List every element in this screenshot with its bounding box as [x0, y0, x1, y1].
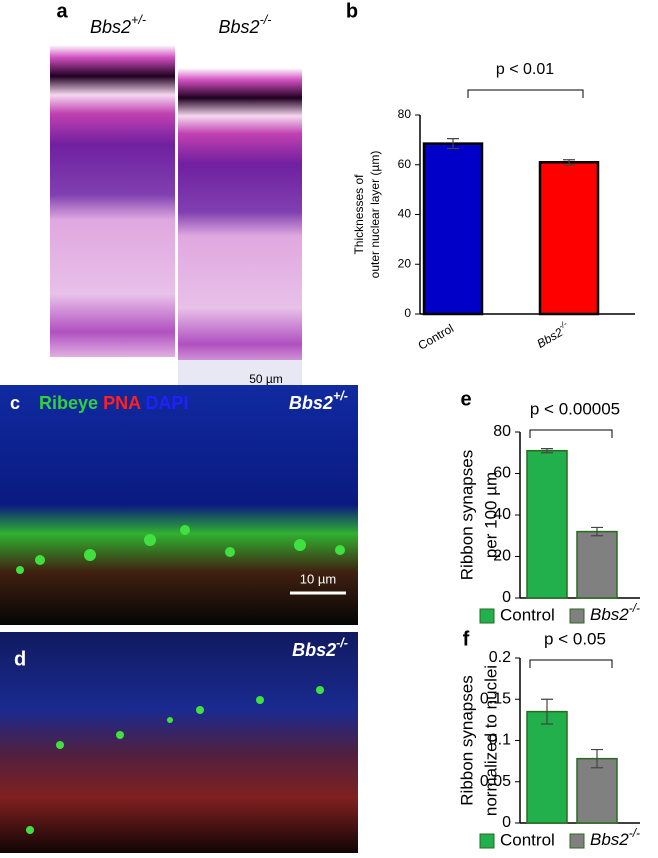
micrograph — [178, 68, 302, 368]
x-tick-label: Bbs2-/- — [533, 319, 572, 351]
significance-bracket — [467, 89, 584, 98]
bar — [526, 710, 568, 824]
micrograph — [0, 632, 358, 853]
error-bar — [563, 159, 575, 166]
image-title: Bbs2+/- — [90, 13, 146, 36]
micrograph — [0, 385, 358, 625]
legend-swatch — [569, 833, 585, 849]
panel-label: f — [463, 628, 470, 650]
y-tick-label: 80 — [493, 423, 511, 440]
y-tick-label: 0.05 — [480, 773, 511, 790]
significance-bracket — [529, 659, 613, 668]
x-tick-label: Control — [416, 321, 457, 352]
y-tick-label: 0 — [404, 306, 411, 320]
panel-label: a — [56, 0, 68, 22]
stain-legend: c Ribeye PNA DAPI — [10, 393, 188, 413]
panel-label: e — [460, 388, 471, 410]
image-title: Bbs2-/- — [292, 636, 348, 659]
error-bar — [541, 448, 553, 454]
p-value: p < 0.05 — [544, 629, 606, 648]
scale-bar-label: 10 µm — [300, 571, 336, 586]
y-tick-label: 60 — [493, 465, 511, 482]
legend-label: Control — [500, 605, 555, 624]
y-tick-label: 0 — [502, 589, 511, 606]
legend-label: Control — [500, 830, 555, 849]
panel-label: b — [346, 0, 358, 22]
error-bar — [591, 526, 603, 537]
error-bar — [447, 138, 459, 150]
error-bar — [541, 698, 553, 725]
scale-bar-label: 50 µm — [249, 372, 283, 386]
legend-label: Bbs2-/- — [590, 826, 640, 849]
micrograph — [50, 45, 175, 357]
y-tick-label: 0 — [502, 814, 511, 831]
y-tick-label: 20 — [493, 548, 511, 565]
y-axis-label: Ribbon synapses — [457, 450, 476, 580]
legend-swatch — [479, 833, 495, 849]
y-tick-label: 0.2 — [489, 649, 511, 666]
y-axis-label: per 100 µm — [481, 472, 500, 558]
y-tick-label: 0.15 — [480, 690, 511, 707]
y-tick-label: 40 — [493, 506, 511, 523]
panel-label: c — [10, 393, 20, 413]
stain-label: Ribeye — [39, 393, 98, 413]
panel-label: d — [14, 648, 26, 670]
image-title: Bbs2-/- — [219, 13, 272, 36]
y-axis-label: Ribbon synapses — [457, 675, 476, 805]
legend-label: Bbs2-/- — [590, 601, 640, 624]
bar — [526, 449, 568, 599]
legend-swatch — [569, 608, 585, 624]
error-bar — [591, 748, 603, 769]
bar — [576, 530, 618, 599]
y-tick-label: 60 — [398, 157, 412, 171]
y-axis-label: outer nuclear layer (µm) — [368, 151, 382, 279]
p-value: p < 0.01 — [496, 61, 554, 78]
y-tick-label: 80 — [398, 107, 412, 121]
bar — [422, 142, 484, 316]
p-value: p < 0.00005 — [530, 399, 620, 418]
y-tick-label: 0.1 — [489, 732, 511, 749]
y-axis-label: normalized to nuclei — [481, 665, 500, 816]
image-title: Bbs2+/- — [289, 389, 348, 412]
stain-label: PNA — [103, 393, 141, 413]
legend-swatch — [479, 608, 495, 624]
synapse-texture — [16, 525, 345, 574]
synapse-texture — [26, 686, 324, 834]
stain-label: DAPI — [145, 393, 188, 413]
y-tick-label: 20 — [398, 256, 412, 270]
y-tick-label: 40 — [398, 207, 412, 221]
significance-bracket — [529, 429, 613, 438]
y-axis-label: Thicknesses of — [352, 174, 366, 255]
bar — [538, 161, 600, 316]
